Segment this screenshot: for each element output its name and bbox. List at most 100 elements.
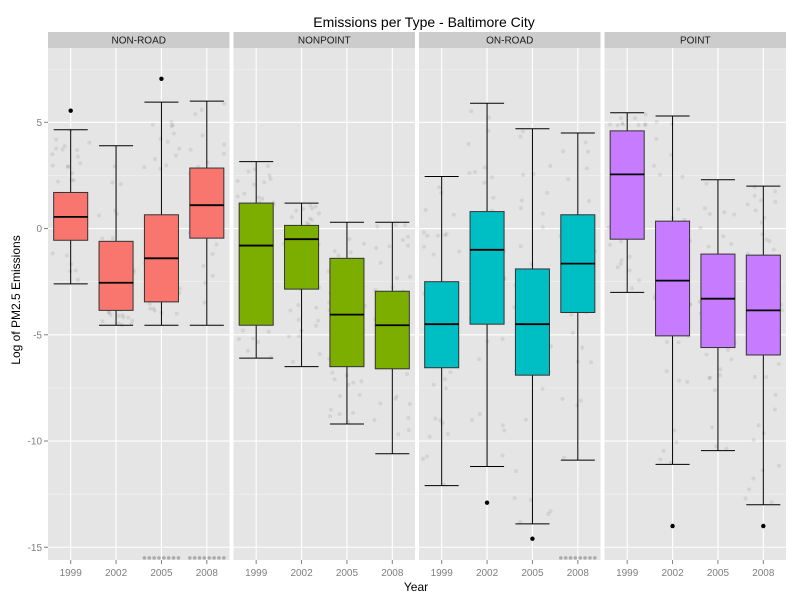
jitter-point: [268, 355, 273, 360]
jitter-point: [767, 239, 772, 244]
jitter-point: [100, 236, 105, 241]
floor-point: [222, 556, 226, 560]
jitter-point: [347, 236, 352, 241]
jitter-point: [170, 123, 175, 128]
jitter-point: [518, 134, 523, 139]
jitter-point: [296, 302, 301, 307]
jitter-point: [106, 310, 111, 315]
iqr-box: [374, 290, 410, 370]
jitter-point: [210, 251, 215, 256]
jitter-point: [126, 315, 131, 320]
jitter-point: [668, 460, 673, 465]
iqr-box: [98, 240, 134, 311]
jitter-point: [165, 139, 170, 144]
floor-point: [187, 556, 192, 560]
jitter-point: [518, 244, 523, 249]
boxplot-non-road-2002: [96, 145, 136, 327]
jitter-point: [707, 211, 712, 216]
jitter-point: [643, 123, 648, 128]
jitter-point: [771, 247, 776, 252]
jitter-point: [664, 369, 669, 374]
jitter-point: [672, 428, 677, 433]
boxplot-nonpoint-2002: [281, 202, 322, 368]
iqr-box: [745, 254, 781, 356]
jitter-point: [470, 417, 475, 422]
jitter-point: [106, 309, 111, 314]
jitter-point: [262, 180, 267, 185]
jitter-point: [562, 455, 567, 460]
floor-point: [142, 556, 147, 560]
jitter-point: [477, 357, 482, 362]
floor-point: [583, 556, 587, 560]
x-tick-label: 2002: [476, 568, 499, 579]
jitter-point: [477, 412, 482, 417]
jitter-point: [637, 278, 642, 283]
jitter-point: [702, 206, 707, 211]
jitter-point: [317, 351, 322, 356]
jitter-point: [528, 497, 533, 502]
jitter-point: [680, 174, 685, 179]
jitter-point: [758, 198, 763, 203]
jitter-point: [87, 140, 92, 145]
jitter-point: [615, 123, 620, 128]
jitter-point: [330, 370, 335, 375]
jitter-point: [583, 140, 588, 145]
jitter-point: [618, 261, 623, 266]
jitter-point: [71, 178, 76, 183]
jitter-point: [406, 234, 411, 239]
jitter-point: [260, 196, 265, 201]
jitter-point: [338, 394, 343, 399]
floor-point: [212, 556, 216, 560]
jitter-point: [769, 500, 774, 505]
jitter-point: [546, 512, 551, 517]
jitter-point: [619, 115, 624, 120]
jitter-point: [75, 154, 80, 159]
jitter-point: [764, 237, 769, 242]
jitter-point: [627, 268, 632, 273]
jitter-point: [710, 425, 715, 430]
jitter-point: [395, 276, 400, 281]
jitter-point: [502, 428, 507, 433]
facet-strip: [233, 32, 415, 48]
jitter-point: [222, 142, 227, 147]
jitter-point: [615, 265, 620, 270]
jitter-point: [50, 163, 55, 168]
facet-strip-label: ON-ROAD: [486, 36, 533, 47]
jitter-point: [425, 454, 430, 459]
jitter-point: [724, 446, 729, 451]
jitter-point: [130, 318, 135, 323]
jitter-point: [54, 137, 59, 142]
jitter-point: [704, 181, 709, 186]
jitter-point: [357, 392, 362, 397]
facet-panel-background: [48, 48, 230, 560]
jitter-point: [578, 398, 583, 403]
jitter-point: [235, 178, 240, 183]
jitter-point: [523, 417, 528, 422]
floor-point: [578, 556, 583, 560]
jitter-point: [151, 306, 156, 311]
jitter-point: [121, 315, 126, 320]
jitter-point: [164, 163, 169, 168]
jitter-point: [199, 107, 204, 112]
jitter-point: [267, 173, 272, 178]
jitter-point: [721, 234, 726, 239]
boxplot-nonpoint-2005: [326, 221, 367, 425]
jitter-point: [393, 396, 398, 401]
floor-point: [166, 556, 171, 560]
jitter-point: [221, 151, 226, 156]
jitter-point: [116, 321, 121, 326]
iqr-box: [189, 167, 225, 239]
jitter-point: [307, 216, 312, 221]
jitter-point: [256, 195, 261, 200]
jitter-point: [569, 312, 574, 317]
x-tick-label: 2002: [661, 568, 684, 579]
jitter-point: [245, 348, 250, 353]
jitter-point: [664, 339, 669, 344]
jitter-point: [374, 245, 379, 250]
jitter-point: [296, 334, 301, 339]
jitter-point: [482, 180, 487, 185]
jitter-point: [55, 179, 60, 184]
floor-point: [152, 556, 156, 560]
chart-title: Emissions per Type - Baltimore City: [313, 14, 534, 30]
jitter-point: [745, 202, 750, 207]
